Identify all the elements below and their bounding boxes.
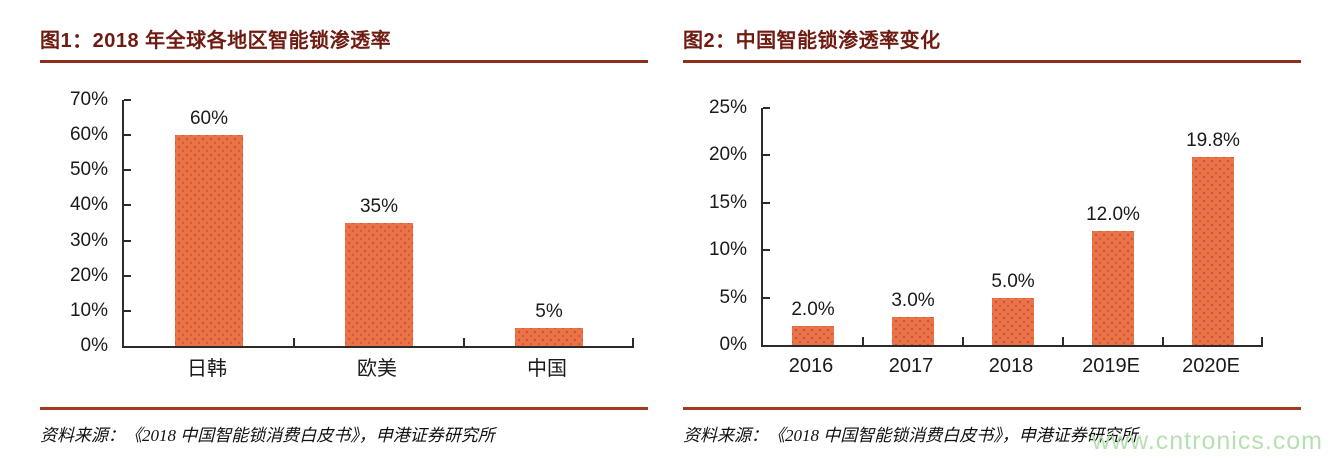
bar [515,328,583,346]
y-tick-label: 20% [69,264,108,286]
y-tick [124,169,131,172]
bar [175,135,243,346]
y-tick-label: 10% [69,299,108,321]
category-label: 2017 [888,355,934,377]
figure1-panel: 图1：2018 年全球各地区智能锁渗透率 60% 35% 5% 0% 10% 20% 30%… [40,20,648,446]
bar [1092,231,1134,345]
x-tick [962,337,964,345]
figure1-chart: 60% 35% 5% 0% 10% 20% 30% 40% 50% 60% 70% 日韩 欧美 中国 [40,63,648,407]
y-tick [124,239,131,242]
category-label: 日韩 [187,358,227,380]
bar-value-label: 60% [189,108,229,130]
bar [792,326,834,345]
y-tick-label: 0% [80,335,108,356]
y-tick [124,134,131,137]
y-tick-label: 5% [719,286,747,308]
bar-value-label: 2.0% [791,299,835,321]
category-label: 2020E [1182,355,1240,377]
y-tick-label: 15% [708,191,747,213]
x-tick [862,337,864,345]
figure2-title: 图2：中国智能锁渗透率变化 [683,20,1301,63]
bar-value-label: 12.0% [1086,204,1140,226]
y-tick [763,154,770,157]
y-tick-label: 30% [69,229,108,251]
watermark: www.cntronics.com [1092,427,1323,455]
x-tick [463,338,465,346]
category-label: 欧美 [357,358,397,380]
figure2-panel: 图2：中国智能锁渗透率变化 2.0% 3.0% 5.0% 12.0% 19.8% 0% 5%… [683,20,1301,446]
figure1-title: 图1：2018 年全球各地区智能锁渗透率 [40,20,648,63]
plot-area: 60% 35% 5% [122,99,634,348]
x-tick [1162,337,1164,345]
bar-value-label: 5.0% [991,270,1035,292]
y-tick [124,274,131,277]
category-label: 中国 [527,358,567,380]
category-label: 2019E [1082,355,1140,377]
y-tick-label: 20% [708,144,747,166]
category-label: 2016 [788,355,834,377]
y-tick-label: 70% [69,89,108,110]
y-tick [763,249,770,252]
y-tick [763,296,770,299]
bar-value-label: 3.0% [891,289,935,311]
category-label: 2018 [988,355,1034,377]
bar-value-label: 19.8% [1186,130,1240,152]
x-tick [1062,337,1064,345]
bar-value-label: 35% [359,196,399,217]
y-tick [763,201,770,204]
figure1-source: 资料来源：《2018 中国智能锁消费白皮书》，申港证券研究所 [40,407,648,446]
y-tick [124,309,131,312]
y-tick-label: 40% [69,194,108,216]
bar [892,316,934,345]
y-tick [763,107,770,109]
y-tick-label: 10% [708,239,747,261]
figure2-source: 资料来源：《2018 中国智能锁消费白皮书》，申港证券研究所 [683,407,1301,446]
y-tick [124,204,131,207]
y-tick-label: 0% [719,334,747,355]
bar [345,223,413,346]
figure2-chart: 2.0% 3.0% 5.0% 12.0% 19.8% 0% 5% 10% 15% 20% 25% 20… [683,63,1301,407]
x-tick [632,338,634,346]
x-tick [1261,337,1263,345]
x-tick [293,338,295,346]
plot-area: 2.0% 3.0% 5.0% 12.0% 19.8% [761,107,1263,347]
bar [1192,157,1234,345]
y-tick-label: 25% [708,97,747,118]
y-tick-label: 50% [69,159,108,181]
y-tick-label: 60% [69,124,108,146]
bar [992,297,1034,345]
y-tick [124,99,131,101]
bar-value-label: 5% [535,301,563,323]
